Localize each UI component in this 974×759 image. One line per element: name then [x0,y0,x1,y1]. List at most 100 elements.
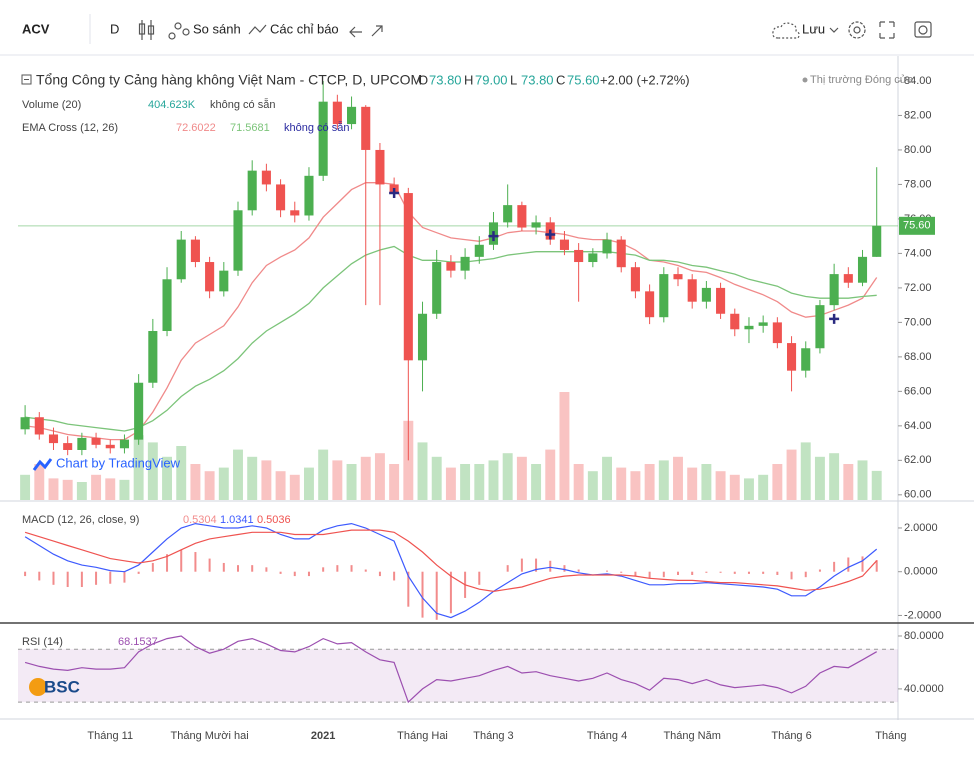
ema-status: không có sẵn [284,121,349,134]
macd-histogram-bar [818,569,821,572]
volume-bar [431,456,442,500]
save-menu[interactable] [829,27,839,33]
cloud-icon[interactable] [772,22,800,39]
candle-body [588,253,598,263]
candle-body [531,222,541,228]
candle-body [815,305,825,349]
ohlc-label: C [556,72,565,87]
macd-histogram-bar [535,558,538,572]
ohlc-value: 79.00 [475,72,508,87]
macd-histogram-bar [520,558,523,572]
volume-bar [460,464,471,500]
candle-body [843,274,853,283]
macd-histogram-bar [421,571,424,618]
undo[interactable] [349,26,362,38]
macd-line [24,522,878,619]
collapse-icon[interactable] [21,74,32,85]
volume-bar [374,453,385,500]
macd-histogram-bar [790,571,793,580]
macd-histogram-bar [563,565,566,572]
y-tick-label: 84.00 [904,75,932,87]
indicators-button[interactable]: Các chỉ báo [270,21,339,36]
candle-body [290,210,300,216]
volume-bar [20,474,31,500]
macd-legend: MACD (12, 26, close, 9) [22,514,139,526]
ohlc-value: 73.80 [429,72,462,87]
volume-bar [871,470,882,500]
macd-histogram-bar [95,571,98,585]
fullscreen[interactable] [879,21,895,39]
macd-histogram-bar [662,571,665,578]
volume-bar [474,464,485,500]
macd-histogram-bar [336,565,339,572]
cross-marker [389,188,400,199]
interval[interactable]: D [110,21,119,36]
macd-histogram-bar [24,571,27,577]
volume-legend: Volume (20) [22,99,81,111]
brand-icon [29,678,47,696]
volume-bar [445,467,456,500]
y-tick-label: 2.0000 [904,522,938,534]
candle-body [801,348,811,371]
candle-body [716,287,726,314]
symbol[interactable]: ACV [22,21,50,36]
macd-histogram-bar [733,571,736,574]
ema-legend: EMA Cross (12, 26) [22,122,118,134]
ohlc-value: 75.60 [567,72,600,87]
toolbar: ACV D So sánh Các chỉ báo Lưu [0,14,974,56]
macd-histogram-bar [606,570,609,572]
macd-signal-value: 0.5036 [257,514,291,526]
macd-line [24,529,878,593]
volume-bar [247,456,258,500]
macd-histogram-bar [378,571,381,577]
candle-body [162,279,172,332]
rsi-band [18,649,898,703]
macd-histogram-bar [293,571,296,577]
candle-body [375,149,385,185]
candle-body [787,343,797,371]
x-tick-label: Tháng [875,730,906,742]
volume-bar [602,456,612,500]
screenshot-lens [918,25,928,35]
volume-bar [644,464,655,500]
indicators-icon[interactable] [248,24,267,35]
candle-body [176,239,186,280]
candle-body [276,184,286,211]
redo[interactable] [371,25,383,37]
macd-histogram-bar [691,571,694,575]
macd-histogram-bar [478,571,481,585]
watermark: Chart by TradingView [32,455,181,471]
candle-body [34,417,44,435]
volume-bar [687,467,698,500]
candle-body [517,205,527,228]
volume-bar [119,479,130,500]
compare-button[interactable]: So sánh [193,21,241,36]
compare-icon[interactable] [168,22,190,40]
macd-histogram-bar [151,562,154,572]
volume-bar [800,442,811,500]
volume-bar [587,471,598,500]
settings[interactable] [848,21,866,39]
chart-style-icon[interactable] [138,20,155,40]
candle-body [105,444,115,449]
candle-body [48,434,59,444]
volume-bar [218,467,229,500]
macd-histogram-bar [80,571,83,588]
save-button[interactable]: Lưu [802,21,825,36]
settings-center [853,26,861,34]
candle-body [261,170,271,185]
x-tick-label: Tháng 4 [587,730,627,742]
volume-bar [417,442,428,500]
candle-body [559,239,569,250]
macd-histogram-bar [279,571,282,574]
candle-body [233,210,243,271]
candle-body [91,437,101,445]
screenshot[interactable] [914,21,932,38]
status-dot [802,77,808,83]
candle-body [361,106,371,150]
candle-body [645,291,655,318]
candle-body [772,322,782,344]
y-tick-label: 78.00 [904,178,932,190]
cross-marker [545,229,556,240]
